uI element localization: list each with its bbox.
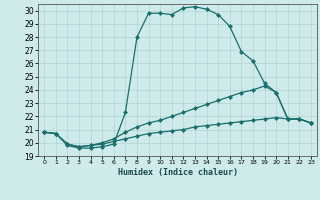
X-axis label: Humidex (Indice chaleur): Humidex (Indice chaleur) <box>118 168 238 177</box>
